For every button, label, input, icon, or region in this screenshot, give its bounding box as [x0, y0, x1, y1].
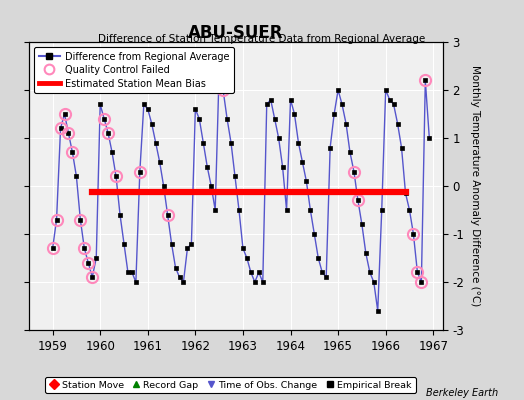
Title: ABU-SUER: ABU-SUER: [188, 24, 283, 42]
Legend: Station Move, Record Gap, Time of Obs. Change, Empirical Break: Station Move, Record Gap, Time of Obs. C…: [46, 377, 416, 393]
Text: Difference of Station Temperature Data from Regional Average: Difference of Station Temperature Data f…: [99, 34, 425, 44]
Y-axis label: Monthly Temperature Anomaly Difference (°C): Monthly Temperature Anomaly Difference (…: [470, 65, 480, 307]
Legend: Difference from Regional Average, Quality Control Failed, Estimated Station Mean: Difference from Regional Average, Qualit…: [34, 47, 234, 93]
Text: Berkeley Earth: Berkeley Earth: [425, 388, 498, 398]
